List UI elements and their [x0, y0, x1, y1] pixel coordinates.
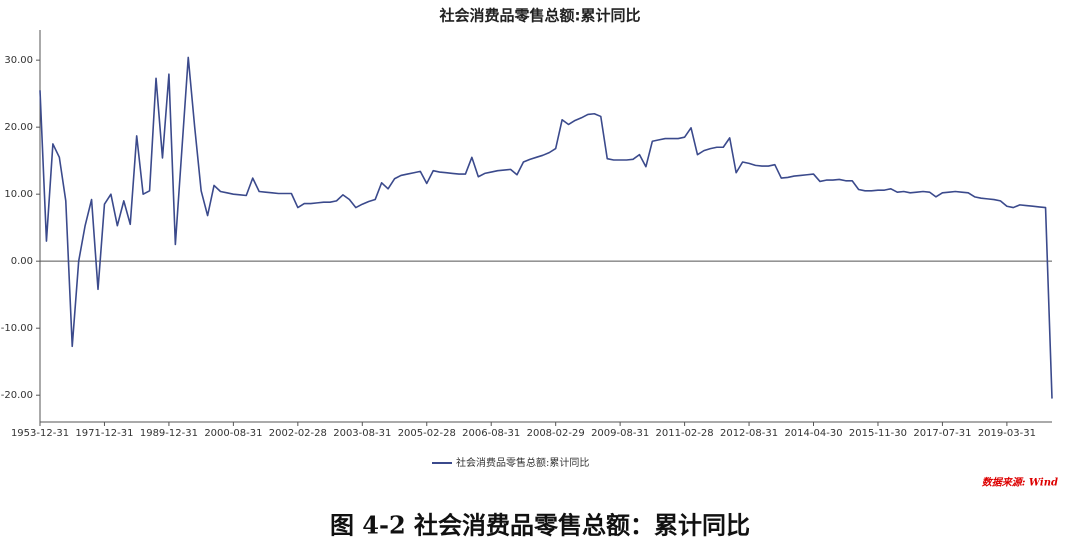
source-note: 数据来源: Wind — [982, 477, 1058, 489]
y-tick-label: 10.00 — [4, 189, 33, 200]
y-tick-label: -20.00 — [1, 390, 33, 401]
x-tick-label: 2014-04-30 — [784, 428, 842, 439]
x-tick-label: 2019-03-31 — [978, 428, 1036, 439]
x-tick-label: 2015-11-30 — [849, 428, 907, 439]
x-tick-label: 2009-08-31 — [591, 428, 649, 439]
chart-title: 社会消费品零售总额:累计同比 — [439, 7, 641, 25]
x-tick-label: 2000-08-31 — [204, 428, 262, 439]
legend-label: 社会消费品零售总额:累计同比 — [456, 456, 589, 469]
x-tick-label: 2002-02-28 — [269, 428, 327, 439]
x-tick-label: 2005-02-28 — [398, 428, 456, 439]
x-tick-label: 2003-08-31 — [333, 428, 391, 439]
x-tick-label: 2012-08-31 — [720, 428, 778, 439]
x-tick-label: 1971-12-31 — [75, 428, 133, 439]
x-tick-label: 1989-12-31 — [140, 428, 198, 439]
y-tick-label: 30.00 — [4, 55, 33, 66]
x-tick-label: 2017-07-31 — [913, 428, 971, 439]
x-tick-label: 2011-02-28 — [656, 428, 714, 439]
y-tick-label: 0.00 — [11, 256, 33, 267]
y-tick-label: -10.00 — [1, 323, 33, 334]
x-tick-label: 2006-08-31 — [462, 428, 520, 439]
data-line — [39, 56, 1053, 399]
x-tick-label: 1953-12-31 — [11, 428, 69, 439]
x-tick-label: 2008-02-29 — [527, 428, 585, 439]
y-tick-label: 20.00 — [4, 122, 33, 133]
figure-caption: 图 4-2 社会消费品零售总额：累计同比 — [330, 511, 750, 540]
